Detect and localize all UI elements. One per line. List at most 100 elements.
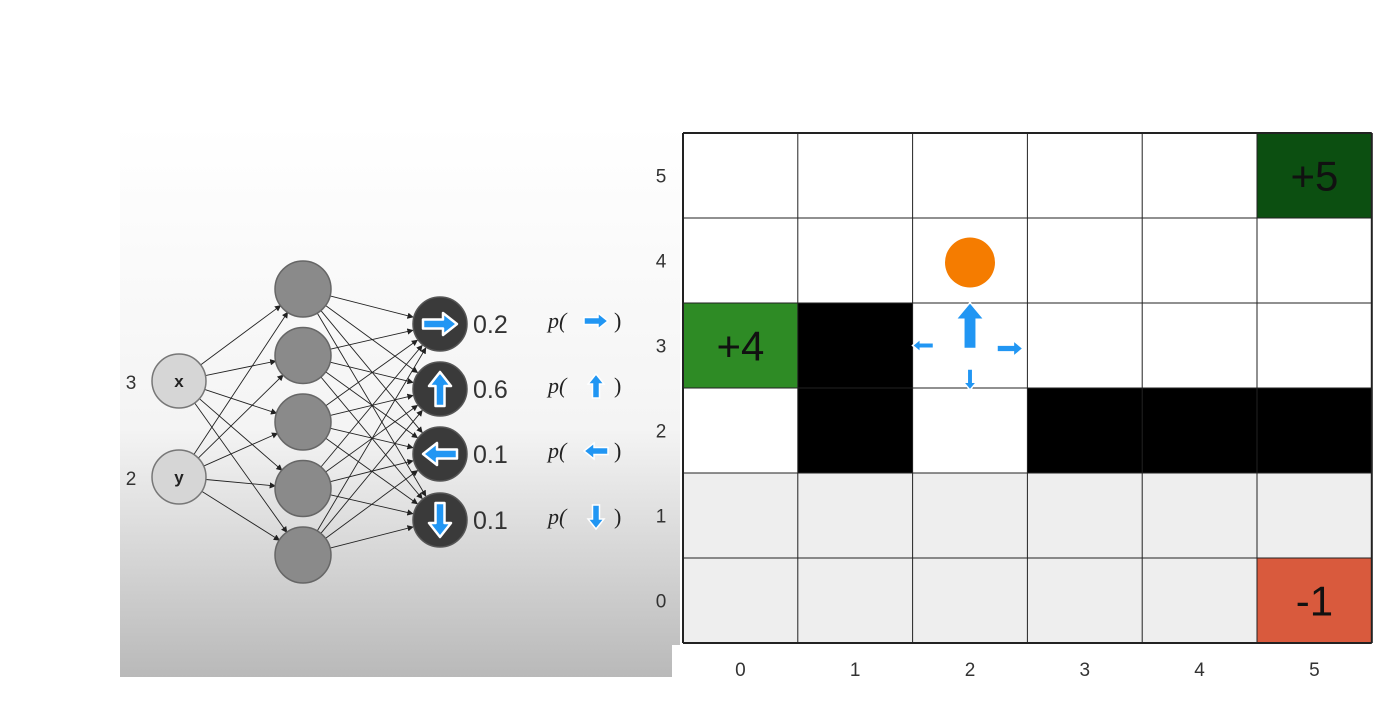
edge bbox=[320, 310, 423, 434]
output-probability-up: 0.6 bbox=[473, 376, 508, 404]
x-tick-label: 1 bbox=[850, 660, 861, 681]
arrow-right-icon bbox=[583, 311, 610, 331]
policy-arrow-shape bbox=[954, 301, 986, 350]
edge bbox=[193, 311, 289, 455]
output-probability-down: 0.1 bbox=[473, 507, 508, 535]
edge bbox=[325, 339, 418, 407]
edge bbox=[205, 479, 277, 489]
input-node-y bbox=[151, 449, 207, 505]
reward-label: -1 bbox=[1296, 578, 1333, 625]
edge bbox=[325, 470, 419, 539]
edge bbox=[197, 374, 284, 459]
edge bbox=[330, 427, 414, 450]
reward-cell bbox=[1257, 133, 1372, 218]
arrow-up-icon-small bbox=[586, 372, 606, 399]
reward-cell bbox=[1257, 558, 1372, 643]
neural-network: x 3 y 2 0.2 p() 0.6 p() 0.1 p() 0.1 p() bbox=[126, 260, 621, 584]
p-label-prefix: p( bbox=[546, 373, 568, 398]
edge bbox=[330, 361, 414, 385]
arrow-up-icon bbox=[427, 370, 453, 408]
p-label-prefix: p( bbox=[546, 308, 568, 333]
reward-label: +4 bbox=[716, 323, 764, 370]
input-value-x: 3 bbox=[126, 373, 137, 394]
arrow-right-icon-small bbox=[583, 311, 610, 331]
policy-arrow-shape bbox=[961, 368, 979, 392]
edge bbox=[325, 371, 418, 439]
arrow-right-icon-shape bbox=[421, 311, 459, 337]
x-tick-label: 0 bbox=[735, 660, 746, 681]
y-tick-label: 1 bbox=[656, 507, 667, 528]
y-tick-label: 0 bbox=[656, 592, 667, 613]
edge bbox=[316, 347, 427, 532]
edge bbox=[330, 393, 414, 416]
edge bbox=[330, 459, 414, 483]
arrow-left-icon bbox=[582, 441, 609, 461]
gridworld: +4 +5 -1 0 1 2 3 4 5 0 1 2 3 4 5 bbox=[656, 132, 1373, 681]
reward-label: +5 bbox=[1290, 153, 1338, 200]
arrow-down-icon-small bbox=[586, 504, 606, 531]
p-label-suffix: ) bbox=[614, 308, 621, 333]
policy-arrow-shape bbox=[911, 337, 935, 354]
p-label-prefix: p( bbox=[546, 504, 568, 529]
y-tick-label: 2 bbox=[656, 422, 667, 443]
wall-cell bbox=[1142, 388, 1257, 473]
x-tick-label: 3 bbox=[1080, 660, 1091, 681]
arrow-right-icon bbox=[421, 311, 459, 337]
policy-arrow-shape bbox=[996, 338, 1025, 359]
output-probability-left: 0.1 bbox=[473, 441, 508, 469]
wall-cell bbox=[1257, 388, 1372, 473]
agent-marker bbox=[945, 237, 995, 288]
hidden-node-1 bbox=[274, 260, 332, 318]
x-tick-label: 5 bbox=[1309, 660, 1320, 681]
hidden-node-5 bbox=[274, 526, 332, 584]
hidden-node-4 bbox=[274, 459, 332, 518]
edge bbox=[325, 305, 419, 374]
arrow-down-icon-shape bbox=[427, 501, 453, 539]
p-label-suffix: ) bbox=[614, 373, 621, 398]
input-value-y: 2 bbox=[126, 469, 137, 490]
input-label-y: y bbox=[174, 468, 184, 487]
output-probability-right: 0.2 bbox=[473, 311, 508, 339]
wall-cell bbox=[797, 388, 913, 473]
y-tick-label: 5 bbox=[656, 167, 667, 188]
y-tick-label: 3 bbox=[656, 337, 667, 358]
edge bbox=[320, 344, 423, 468]
p-label-suffix: ) bbox=[614, 504, 621, 529]
wall-cell bbox=[797, 303, 913, 388]
policy-arrow-left-icon bbox=[911, 337, 935, 354]
arrow-down-icon bbox=[427, 501, 453, 539]
edge bbox=[200, 305, 282, 366]
policy-arrow-up-icon bbox=[954, 301, 986, 350]
edge bbox=[205, 359, 277, 377]
hidden-node-3 bbox=[274, 393, 332, 451]
input-node-x bbox=[151, 353, 207, 409]
arrow-down-icon bbox=[586, 504, 606, 531]
edge bbox=[201, 490, 281, 541]
network-background bbox=[120, 125, 680, 677]
edge bbox=[199, 398, 283, 471]
x-tick-label: 2 bbox=[965, 660, 976, 681]
edge bbox=[330, 525, 414, 549]
p-label-prefix: p( bbox=[546, 438, 568, 463]
reward-cell bbox=[683, 303, 798, 388]
edge bbox=[204, 389, 278, 415]
arrow-left-icon-shape bbox=[421, 441, 459, 467]
edge bbox=[330, 328, 414, 350]
wall-cell bbox=[1027, 388, 1143, 473]
y-tick-label: 4 bbox=[656, 252, 667, 273]
edge bbox=[203, 432, 279, 467]
arrow-left-icon-small bbox=[582, 441, 609, 461]
network-edges bbox=[193, 295, 427, 549]
edge bbox=[320, 409, 423, 534]
x-tick-label: 4 bbox=[1194, 660, 1205, 681]
arrow-up-icon-shape bbox=[427, 370, 453, 408]
input-label-x: x bbox=[174, 372, 184, 391]
arrow-left-icon bbox=[421, 441, 459, 467]
policy-arrow-down-icon bbox=[961, 368, 979, 392]
p-label-suffix: ) bbox=[614, 438, 621, 463]
axis-background bbox=[672, 645, 1388, 677]
edge bbox=[330, 295, 414, 319]
hidden-node-2 bbox=[274, 326, 332, 385]
edge bbox=[194, 402, 288, 533]
